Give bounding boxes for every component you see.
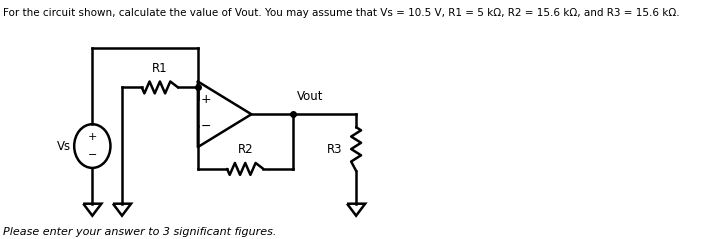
Text: Please enter your answer to 3 significant figures.: Please enter your answer to 3 significan… — [4, 227, 277, 237]
Text: R2: R2 — [237, 143, 253, 156]
Text: +: + — [201, 93, 212, 106]
Text: −: − — [88, 150, 97, 160]
Text: For the circuit shown, calculate the value of Vout. You may assume that Vs = 10.: For the circuit shown, calculate the val… — [4, 8, 680, 18]
Text: +: + — [88, 132, 97, 142]
Text: Vs: Vs — [56, 140, 71, 152]
Text: Vout: Vout — [297, 90, 323, 103]
Text: R3: R3 — [327, 142, 342, 156]
Text: −: − — [201, 120, 212, 133]
Text: R1: R1 — [152, 61, 168, 75]
